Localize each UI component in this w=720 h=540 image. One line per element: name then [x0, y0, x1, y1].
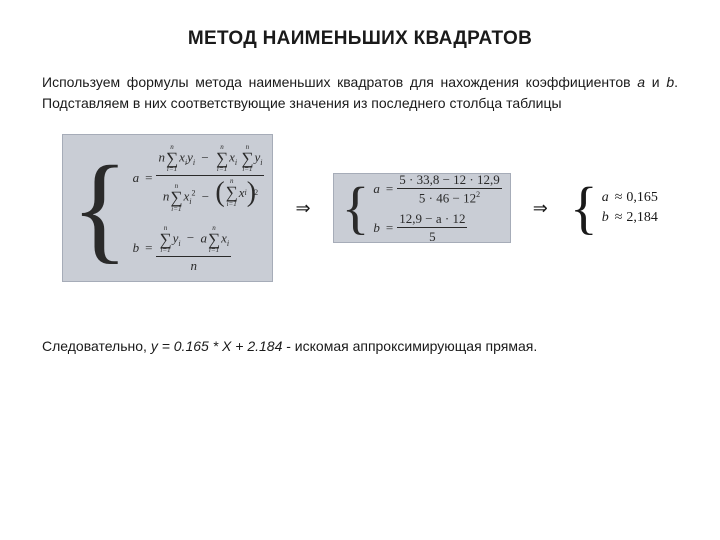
numeric-formula-box: { a = 5 · 33,8 − 12 · 12,9 5 · 46 − 122 … — [333, 173, 511, 243]
page-title: МЕТОД НАИМЕНЬШИХ КВАДРАТОВ — [42, 28, 678, 50]
m2: − — [202, 189, 209, 204]
t8: a — [200, 230, 207, 245]
result-system: { a ≈ 0,165 b ≈ 2,184 — [570, 182, 658, 234]
n1: n — [158, 150, 165, 165]
lp: ( — [215, 179, 224, 207]
num-b: n∑i=1yi − an∑i=1xi — [156, 223, 231, 256]
s4: i — [260, 158, 262, 167]
sym-b: b — [133, 240, 140, 256]
numeric-b-line: b = 12,9 − a · 12 5 — [373, 210, 501, 245]
sum-icon: n∑i=1 — [226, 178, 238, 207]
sl6: i=1 — [242, 166, 252, 173]
numeric-a-line: a = 5 · 33,8 − 12 · 12,9 5 · 46 − 122 — [373, 171, 501, 206]
sq2: 2 — [254, 189, 258, 197]
num-frac-b: 12,9 − a · 12 5 — [397, 210, 467, 245]
symbolic-system: a = nn∑i=1xiyi − n∑i=1xi n∑i=1yi nn∑i=1x… — [133, 142, 265, 274]
num-a-n: 5 · 33,8 − 12 · 12,9 — [397, 171, 502, 188]
sg: ∑ — [166, 151, 178, 166]
sum-icon: n∑i=1 — [216, 144, 228, 173]
na: a — [373, 181, 380, 197]
s8: i — [227, 239, 229, 248]
paren-group: (n∑i=1xi)2 — [215, 178, 258, 207]
result-b-line: b ≈ 2,184 — [602, 210, 658, 226]
formula-row: { a = nn∑i=1xiyi − n∑i=1xi n∑i=1yi nn∑i=… — [62, 134, 658, 282]
ad: 5 · 46 − 12 — [419, 190, 476, 205]
symbolic-b-line: b = n∑i=1yi − an∑i=1xi n — [133, 223, 265, 274]
sym-eq2: = — [145, 240, 152, 256]
symbolic-formula-box: { a = nn∑i=1xiyi − n∑i=1xi n∑i=1yi nn∑i=… — [62, 134, 273, 282]
ra: a — [602, 190, 609, 206]
sl8: i=1 — [171, 206, 181, 213]
den-a: nn∑i=1xi2 − (n∑i=1xi)2 — [161, 176, 260, 214]
neq2: = — [386, 220, 393, 236]
num-b-n: 12,9 − a · 12 — [397, 210, 467, 227]
arrow-icon: ⇒ — [289, 198, 316, 219]
num-b-d: 5 — [427, 228, 438, 245]
sl14: i=1 — [209, 247, 219, 254]
nb: b — [373, 220, 380, 236]
den-b: n — [189, 257, 200, 274]
sym-eq: = — [145, 170, 152, 186]
arrow-icon: ⇒ — [527, 198, 554, 219]
sl4: i=1 — [217, 166, 227, 173]
sg5: ∑ — [226, 185, 238, 200]
result-a-line: a ≈ 0,165 — [602, 190, 658, 206]
sl2: i=1 — [167, 166, 177, 173]
rap1: ≈ — [615, 190, 623, 206]
sg6: ∑ — [159, 232, 171, 247]
sum-icon: n∑i=1 — [208, 225, 220, 254]
sg4: ∑ — [170, 190, 182, 205]
rap2: ≈ — [615, 210, 623, 226]
symbolic-a-line: a = nn∑i=1xiyi − n∑i=1xi n∑i=1yi nn∑i=1x… — [133, 142, 265, 215]
sl12: i=1 — [160, 247, 170, 254]
num-a-d: 5 · 46 − 122 — [417, 189, 482, 206]
sg7: ∑ — [208, 232, 220, 247]
brace-icon: { — [570, 182, 598, 234]
m3: − — [187, 230, 194, 245]
sum-icon: n∑i=1 — [166, 144, 178, 173]
rbv: 2,184 — [626, 210, 658, 226]
sl10: i=1 — [227, 201, 237, 208]
rav: 0,165 — [626, 190, 658, 206]
conclusion-text-1: Следовательно, — [42, 338, 151, 354]
sg3: ∑ — [241, 151, 253, 166]
sq1: 2 — [191, 189, 195, 198]
m1: − — [201, 150, 208, 165]
s2: i — [193, 158, 195, 167]
num-a: nn∑i=1xiyi − n∑i=1xi n∑i=1yi — [156, 142, 264, 175]
conclusion-text-2: - искомая аппроксимирующая прямая. — [282, 338, 537, 354]
neq1: = — [386, 181, 393, 197]
brace-icon: { — [342, 182, 370, 234]
coef-a: a — [637, 74, 645, 90]
n2: n — [163, 189, 170, 204]
sg2: ∑ — [216, 151, 228, 166]
n3: n — [191, 258, 198, 273]
brace-icon: { — [71, 154, 129, 262]
sum-icon: n∑i=1 — [159, 225, 171, 254]
rb: b — [602, 210, 609, 226]
numeric-system: a = 5 · 33,8 − 12 · 12,9 5 · 46 − 122 b … — [373, 171, 501, 245]
s3: i — [235, 158, 237, 167]
intro-paragraph: Используем формулы метода наименьших ква… — [42, 72, 678, 114]
intro-and: и — [645, 74, 666, 90]
conclusion-paragraph: Следовательно, y = 0.165 * X + 2.184 - и… — [42, 338, 678, 354]
intro-text-1: Используем формулы метода наименьших ква… — [42, 74, 637, 90]
sym-a: a — [133, 170, 140, 186]
fraction-a: nn∑i=1xiyi − n∑i=1xi n∑i=1yi nn∑i=1xi2 −… — [156, 142, 264, 215]
conclusion-equation: y = 0.165 * X + 2.184 — [151, 338, 283, 354]
sum-icon: n∑i=1 — [241, 144, 253, 173]
s5: i — [189, 198, 191, 207]
fraction-b: n∑i=1yi − an∑i=1xi n — [156, 223, 231, 274]
ads: 2 — [476, 190, 480, 199]
coef-b: b — [666, 74, 674, 90]
sum-icon: n∑i=1 — [170, 183, 182, 212]
s7: i — [178, 239, 180, 248]
num-frac-a: 5 · 33,8 − 12 · 12,9 5 · 46 − 122 — [397, 171, 502, 206]
